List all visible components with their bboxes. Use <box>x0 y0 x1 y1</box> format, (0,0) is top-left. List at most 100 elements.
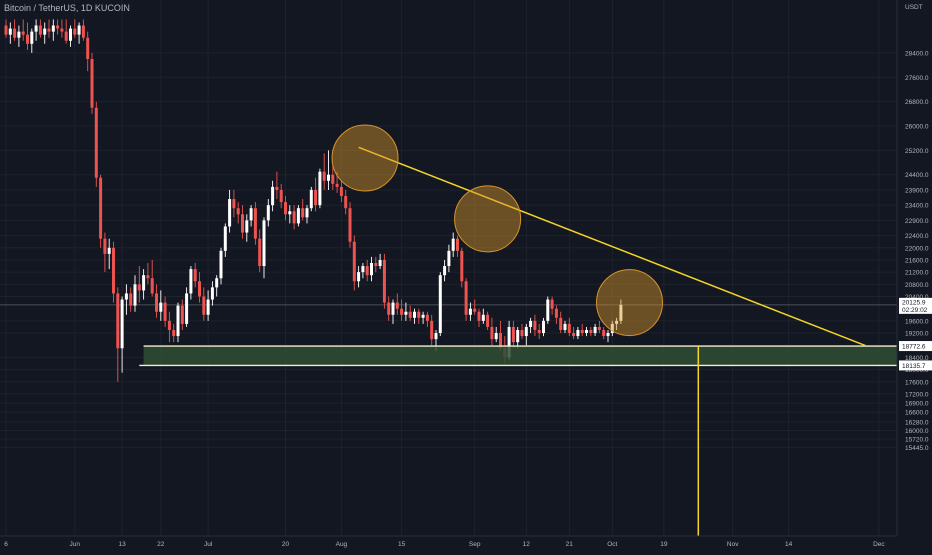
candle-body <box>486 314 490 327</box>
candle-body <box>408 311 412 318</box>
candle-body <box>262 220 266 267</box>
candle-body <box>468 308 472 315</box>
candle-body <box>172 329 176 337</box>
candle-body <box>228 199 232 227</box>
price-axis-currency: USDT <box>905 4 923 11</box>
candle-body <box>129 293 133 306</box>
candle-body <box>69 28 72 41</box>
candle-body <box>567 323 571 334</box>
candle-body <box>81 25 85 38</box>
candle-body <box>597 326 601 330</box>
candle-body <box>576 329 580 337</box>
candle-body <box>511 326 515 343</box>
candle-body <box>314 189 318 206</box>
time-tick-label: 22 <box>157 541 165 548</box>
symbol-title: Bitcoin / TetherUS, 1D KUCOIN <box>4 3 130 13</box>
candle-body <box>167 320 171 330</box>
time-tick-label: Jul <box>204 541 213 548</box>
candle-body <box>374 263 378 267</box>
candle-body <box>593 326 597 334</box>
price-tick-label: 25200.0 <box>905 148 929 155</box>
candle-body <box>159 302 163 312</box>
time-tick-label: 6 <box>4 541 8 548</box>
price-axis[interactable]: USDT 28400.0 27600.0 26800.0 26000.0 25200.0… <box>905 4 929 452</box>
time-tick-label: 12 <box>523 541 531 548</box>
candle-body <box>524 326 528 337</box>
candle-body <box>473 308 477 312</box>
candle-body <box>610 323 614 334</box>
candle-body <box>391 302 395 315</box>
candle-body <box>258 238 262 267</box>
candle-body <box>236 208 240 215</box>
candle-body <box>580 329 584 334</box>
time-tick-label: Sep <box>469 541 481 548</box>
level-badge: 18135.7 <box>899 360 932 371</box>
candle-body <box>301 208 305 218</box>
level-badge-bg <box>899 341 932 352</box>
price-tick-label: 21200.0 <box>905 270 929 277</box>
candle-body <box>163 302 167 321</box>
candle-body <box>546 299 550 321</box>
candle-body <box>563 323 567 330</box>
candle-body <box>477 311 481 321</box>
drawings <box>139 124 898 536</box>
candle-body <box>529 320 533 327</box>
candle-body <box>309 189 313 209</box>
price-tick-label: 23900.0 <box>905 187 929 194</box>
candle-body <box>507 326 511 358</box>
candle-body <box>86 37 90 60</box>
candle-body <box>348 208 352 242</box>
candle-body <box>288 211 292 215</box>
last-price-value: 20125.9 <box>902 299 926 306</box>
candle-body <box>8 28 12 35</box>
candle-body <box>107 247 111 254</box>
level-badge-bg <box>899 360 932 371</box>
price-tick-label: 20400.0 <box>905 294 929 301</box>
candle-body <box>245 220 249 233</box>
candle-body <box>56 25 60 29</box>
candle-body <box>602 329 606 337</box>
candle-body <box>456 238 459 251</box>
highlight-circle <box>331 124 399 192</box>
candle-body <box>60 28 64 32</box>
candle-body <box>451 238 455 251</box>
candle-body <box>47 28 51 32</box>
candle-body <box>249 208 253 221</box>
candle-body <box>253 208 257 239</box>
price-tick-label: 26000.0 <box>905 124 929 131</box>
candle-body <box>279 189 283 203</box>
price-tick-label: 17200.0 <box>905 391 929 398</box>
time-tick-label: 20 <box>282 541 290 548</box>
candle-body <box>17 31 21 38</box>
candle-body <box>189 269 193 294</box>
candle-body <box>589 329 593 334</box>
candle-body <box>352 241 356 282</box>
candle-body <box>13 28 17 38</box>
candle-body <box>318 171 322 206</box>
price-tick-label: 19200.0 <box>905 331 929 338</box>
candle-body <box>460 250 464 282</box>
candle-body <box>339 186 343 197</box>
price-tick-label: 16600.0 <box>905 410 929 417</box>
candle-body <box>387 302 391 315</box>
candle-body <box>481 314 485 321</box>
candle-body <box>223 226 227 251</box>
price-tick-label: 17600.0 <box>905 379 929 386</box>
candle-body <box>438 275 442 334</box>
time-tick-label: Dec <box>873 541 885 548</box>
candle-body <box>30 31 34 44</box>
price-tick-label: 15445.0 <box>905 445 929 452</box>
price-tick-label: 18400.0 <box>905 355 929 362</box>
candle-body <box>464 281 468 315</box>
candle-body <box>499 333 502 349</box>
time-tick-label: 14 <box>785 541 793 548</box>
candle-body <box>43 28 47 35</box>
candle-body <box>378 259 382 267</box>
time-axis[interactable]: 6 Jun 13 22 Jul 20 Aug 15 Sep 12 21 Oct 19 Nov 14 Dec <box>4 541 885 548</box>
price-tick-label: 15720.0 <box>905 436 929 443</box>
last-price-badge-bg <box>899 297 932 314</box>
candle-body <box>103 238 107 254</box>
candle-body <box>219 250 223 279</box>
